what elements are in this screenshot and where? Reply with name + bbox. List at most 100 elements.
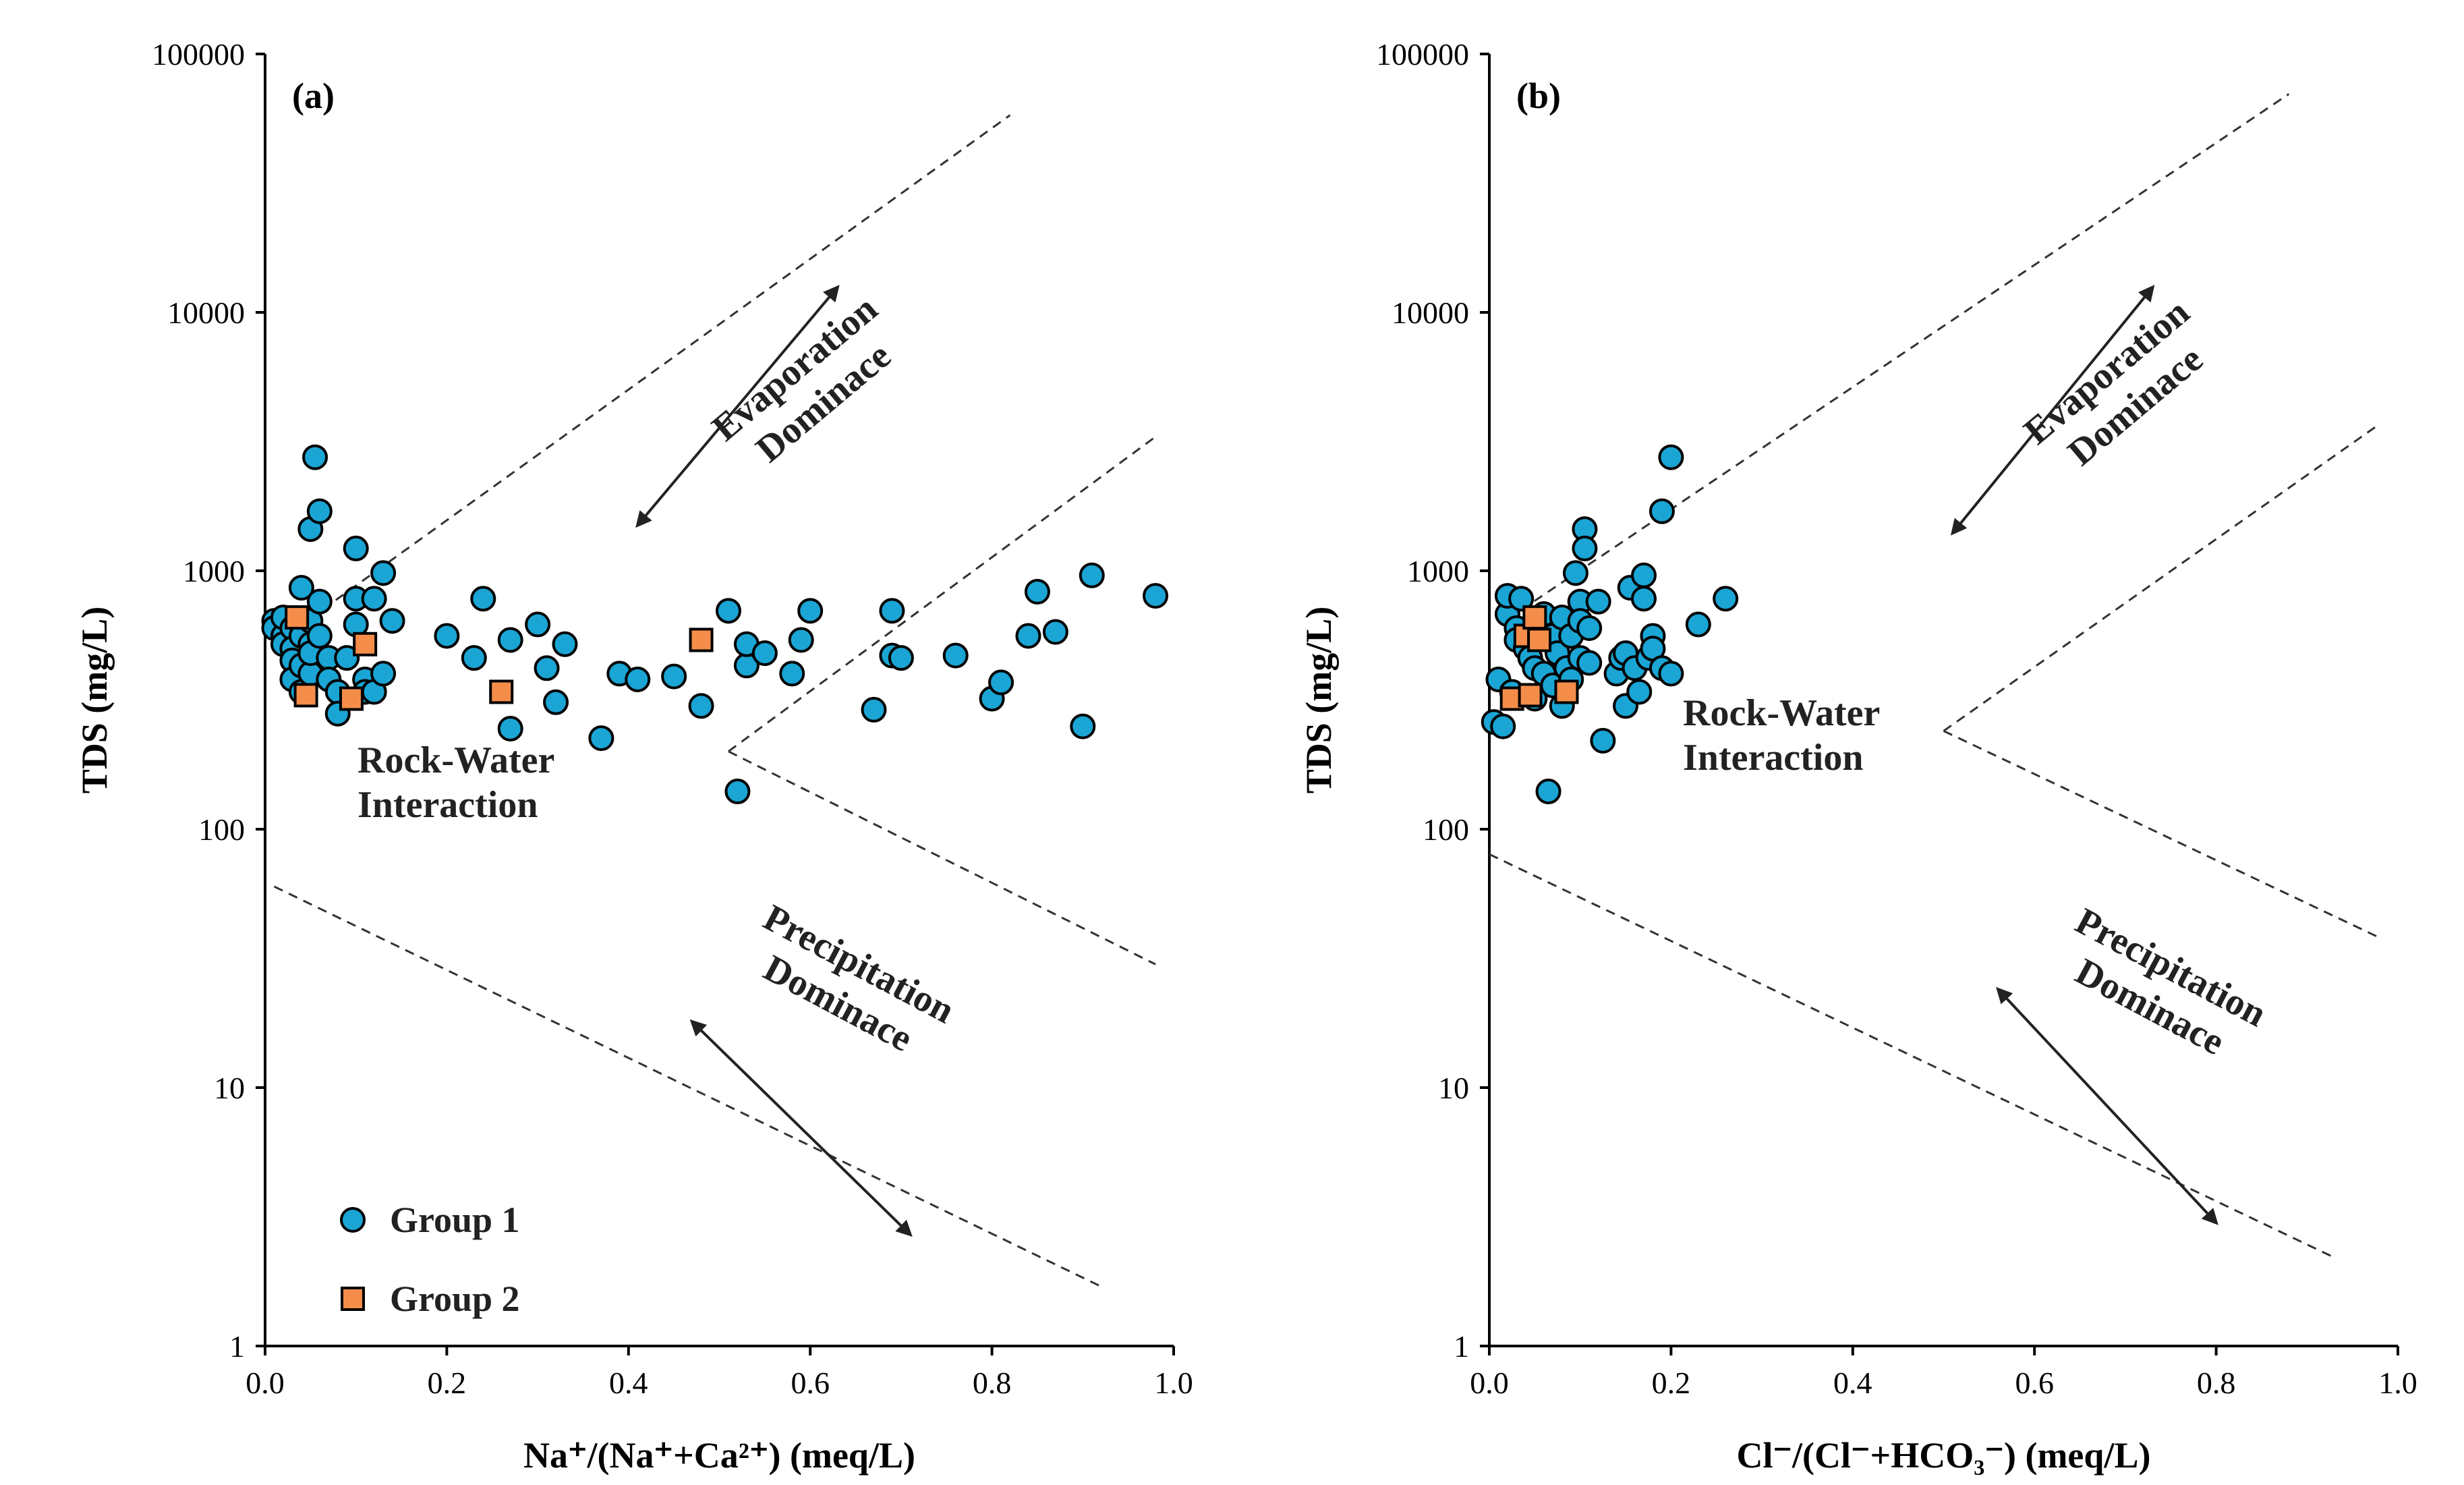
annotation-line: Rock-Water xyxy=(357,739,554,781)
y-tick-label: 10 xyxy=(214,1071,245,1105)
group-1-point xyxy=(1576,615,1603,641)
y-tick-label: 100000 xyxy=(1376,37,1469,72)
y-tick-label: 1000 xyxy=(1407,554,1469,588)
group-1-point xyxy=(988,669,1014,696)
boundary-dashed-line xyxy=(1943,423,2380,732)
group-1-point xyxy=(306,588,333,615)
legend-group-1-label: Group 1 xyxy=(390,1200,520,1240)
x-tick-label: 0.0 xyxy=(246,1366,285,1400)
group-1-point xyxy=(379,608,405,634)
y-tick-label: 1000 xyxy=(183,554,245,588)
group-1-point xyxy=(1562,560,1588,586)
x-tick-label: 0.2 xyxy=(1652,1366,1691,1400)
annotation-line: Interaction xyxy=(357,784,538,826)
group-1-point xyxy=(1535,779,1562,805)
group-1-point xyxy=(1626,679,1653,705)
group-1-point xyxy=(797,598,824,624)
x-tick-label: 1.0 xyxy=(2378,1366,2417,1400)
group-1-point xyxy=(1508,586,1535,612)
group-1-point xyxy=(1685,611,1711,638)
panel-label: (b) xyxy=(1516,76,1561,116)
boundary-dashed-line xyxy=(1507,93,2290,620)
group-2-point xyxy=(489,679,514,704)
group-1-point xyxy=(861,696,887,723)
group-2-point xyxy=(1518,683,1543,708)
annotation-line: Rock-Water xyxy=(1683,692,1880,734)
group-1-point xyxy=(306,498,333,524)
boundary-dashed-line xyxy=(283,114,1011,639)
group-1-point xyxy=(552,631,578,657)
group-1-point xyxy=(288,575,314,601)
group-1-point xyxy=(788,627,814,653)
x-tick-label: 0.6 xyxy=(2015,1366,2054,1400)
group-1-point xyxy=(370,560,397,586)
group-2-point xyxy=(1522,605,1547,630)
evaporation-dominance-label: EvaporationDominace xyxy=(704,287,914,483)
precipitation-dominance-label: PrecipitationDominace xyxy=(736,897,961,1071)
group-1-point xyxy=(461,645,487,671)
y-tick-label: 1 xyxy=(1454,1329,1469,1364)
group-1-point xyxy=(1576,650,1603,676)
group-1-point xyxy=(470,586,496,612)
group-2-point xyxy=(689,627,714,652)
group-1-point xyxy=(497,627,523,653)
evaporation-dominance-label: EvaporationDominace xyxy=(2016,291,2226,486)
group-1-point xyxy=(1143,583,1169,609)
group-1-point xyxy=(434,623,460,649)
legend-group-1-marker xyxy=(340,1207,366,1233)
group-1-point xyxy=(370,661,397,687)
group-1-point xyxy=(361,586,387,612)
group-1-point xyxy=(334,645,360,671)
group-1-point xyxy=(879,598,905,624)
group-1-point xyxy=(1630,562,1657,588)
group-1-point xyxy=(724,779,751,805)
y-tick-label: 1 xyxy=(229,1329,245,1364)
boundary-dashed-line xyxy=(728,436,1156,752)
group-1-point xyxy=(343,535,369,561)
group-1-point xyxy=(661,663,687,690)
double-headed-arrow xyxy=(689,1019,913,1237)
chart-panel-b: 0.0 0.2 0.4 0.6 0.8 1.0 1 10 100 1000 10000 100000 C… xyxy=(1298,37,2417,1476)
group-1-point xyxy=(1658,661,1684,687)
group-1-point xyxy=(1572,535,1598,561)
group-1-point xyxy=(1490,713,1516,739)
precipitation-dominance-label: PrecipitationDominace xyxy=(2048,900,2273,1075)
group-1-point xyxy=(1649,498,1675,524)
y-axis-title: TDS (mg/L) xyxy=(74,607,115,794)
panel-label: (a) xyxy=(292,76,335,116)
group-1-point xyxy=(688,693,714,719)
group-1-point xyxy=(1079,562,1105,588)
x-tick-label: 0.4 xyxy=(1833,1366,1872,1400)
x-tick-label: 0.2 xyxy=(428,1366,467,1400)
legend-group-2-marker xyxy=(341,1287,365,1311)
boundary-dashed-line xyxy=(273,885,1101,1288)
y-tick-label: 10000 xyxy=(1392,296,1469,330)
group-1-point xyxy=(306,623,333,649)
y-tick-label: 10 xyxy=(1438,1071,1469,1105)
group-1-point xyxy=(1070,713,1096,739)
group-2-point xyxy=(339,686,364,711)
group-1-point xyxy=(543,689,569,715)
boundary-dashed-line xyxy=(728,750,1156,965)
group-1-point xyxy=(588,725,614,752)
group-1-point xyxy=(751,640,778,667)
y-tick-label: 100000 xyxy=(152,37,245,72)
group-1-point xyxy=(715,598,741,624)
rock-water-interaction-label: Rock-Water Interaction xyxy=(1683,692,1880,779)
boundary-dashed-line xyxy=(1943,730,2380,939)
group-1-point xyxy=(1042,619,1068,645)
y-tick-label: 10000 xyxy=(167,296,245,330)
x-tick-label: 0.8 xyxy=(2197,1366,2236,1400)
group-1-point xyxy=(1015,623,1041,649)
group-2-point xyxy=(293,683,318,708)
group-1-point xyxy=(888,645,914,671)
group-2-point xyxy=(1554,679,1579,704)
x-tick-label: 0.6 xyxy=(791,1366,830,1400)
group-1-point xyxy=(1590,727,1616,754)
x-axis-title: Cl⁻/(Cl⁻+HCO₃⁻) (meq/L) xyxy=(1737,1435,2151,1476)
double-headed-arrow xyxy=(635,285,840,528)
x-tick-label: 0.4 xyxy=(609,1366,648,1400)
chart-panel-a: 0.0 0.2 0.4 0.6 0.8 1.0 1 10 100 1000 10000 100000 N… xyxy=(74,37,1193,1476)
x-axis-title: Na⁺/(Na⁺+Ca²⁺) (meq/L) xyxy=(523,1435,915,1476)
